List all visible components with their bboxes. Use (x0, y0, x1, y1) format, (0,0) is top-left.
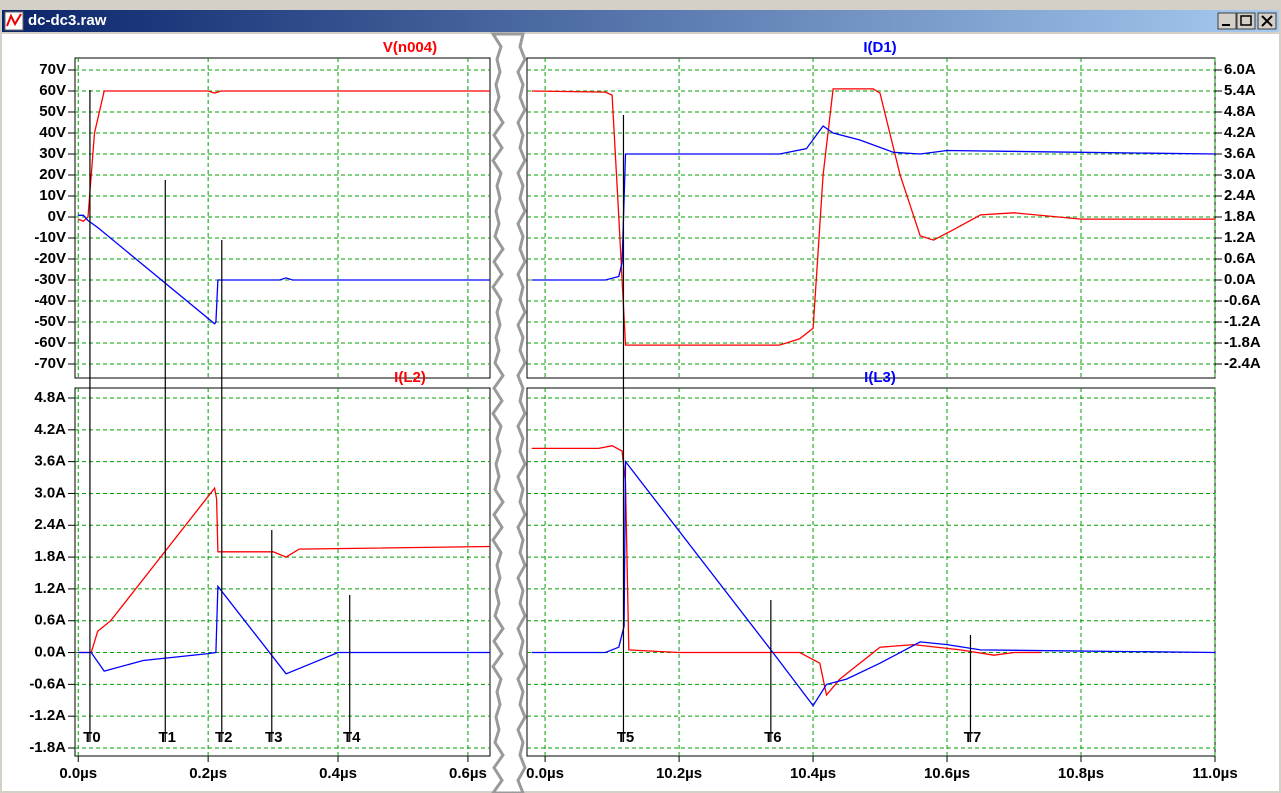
trace-name: I(D1) (863, 39, 896, 56)
plot-client-area (2, 34, 1279, 791)
y2-tick-label: 0.0A (1224, 271, 1256, 288)
pane-frame (74, 387, 491, 757)
cursor-label: T3 (265, 729, 283, 746)
y2-tick-label: 4.8A (1224, 103, 1256, 120)
cursor-label: T5 (617, 729, 635, 746)
x-tick-label: 0.0µs (526, 765, 564, 782)
cursor-label: T2 (215, 729, 233, 746)
trace-name: I(L3) (864, 369, 896, 386)
trace (78, 486, 490, 654)
cursor-label: T7 (964, 729, 982, 746)
close-glyph (1261, 15, 1273, 27)
trace (78, 584, 490, 675)
y2-tick-label: 1.8A (1224, 208, 1256, 225)
y-tick-label: 70V (39, 61, 66, 78)
trace (531, 88, 1215, 346)
y-tick-label: 1.8A (34, 548, 66, 565)
window-buttons[interactable] (1217, 12, 1277, 30)
labels: 70V 60V 50V 40V 30V 20V 10V 0V -10V -20V -30V -40V -… (29, 39, 1261, 782)
x-tick-label: 11.0µs (1192, 765, 1237, 782)
maximize-glyph (1240, 15, 1252, 26)
x-tick-label: 10.6µs (924, 765, 970, 782)
y2-tick-label: 5.4A (1224, 82, 1256, 99)
y-tick-label: 4.8A (34, 389, 66, 406)
cursor-label: T1 (159, 729, 177, 746)
y-tick-label: 1.2A (34, 580, 66, 597)
trace-name: I(L2) (394, 369, 426, 386)
trace (77, 90, 490, 222)
x-tick-label: 10.4µs (790, 765, 836, 782)
y-tick-label: 0.6A (34, 612, 66, 629)
cursor-label: T6 (764, 729, 782, 746)
y-tick-label: -40V (34, 292, 66, 309)
y-tick-label: -1.2A (29, 707, 66, 724)
y-tick-label: 10V (39, 187, 66, 204)
trace (78, 214, 490, 325)
y2-tick-label: 1.2A (1224, 229, 1256, 246)
trace (531, 459, 1215, 707)
y-tick-label: -50V (34, 313, 66, 330)
window-title: dc-dc3.raw (28, 12, 107, 29)
y-tick-label: 2.4A (34, 516, 66, 533)
pane-frame (526, 57, 1216, 379)
y-tick-label: -70V (34, 355, 66, 372)
title-bar (2, 10, 1279, 32)
x-tick-label: 0.2µs (189, 765, 227, 782)
y-tick-label: -1.8A (29, 739, 66, 756)
y2-tick-label: -1.2A (1224, 313, 1261, 330)
cursor-label: T4 (343, 729, 361, 746)
y2-tick-label: 0.6A (1224, 250, 1256, 267)
y2-tick-label: -1.8A (1224, 334, 1261, 351)
minimize-button[interactable] (1217, 12, 1237, 30)
y-tick-label: 60V (39, 82, 66, 99)
window-icon (4, 11, 24, 31)
pane-frame (74, 57, 491, 379)
y-tick-label: -30V (34, 271, 66, 288)
y-tick-label: -60V (34, 334, 66, 351)
y-tick-label: 40V (39, 124, 66, 141)
y-tick-label: -0.6A (29, 675, 66, 692)
y2-tick-label: 2.4A (1224, 187, 1256, 204)
y-tick-label: 50V (39, 103, 66, 120)
x-tick-label: 0.4µs (319, 765, 357, 782)
x-tick-label: 10.8µs (1058, 765, 1104, 782)
trace (531, 445, 1041, 697)
y2-tick-label: 3.0A (1224, 166, 1256, 183)
y-tick-label: 20V (39, 166, 66, 183)
plots (68, 57, 1222, 762)
x-tick-label: 0.0µs (59, 765, 97, 782)
y2-tick-label: -0.6A (1224, 292, 1261, 309)
y-tick-label: -10V (34, 229, 66, 246)
trace-name: V(n004) (383, 39, 437, 56)
y-tick-label: 3.0A (34, 484, 66, 501)
y2-tick-label: -2.4A (1224, 355, 1261, 372)
y-tick-label: 0.0A (34, 644, 66, 661)
axis-break (490, 32, 527, 793)
y2-tick-label: 3.6A (1224, 145, 1256, 162)
x-tick-label: 0.6µs (449, 765, 487, 782)
y-tick-label: 3.6A (34, 453, 66, 470)
y2-tick-label: 6.0A (1224, 61, 1256, 78)
y2-tick-label: 4.2A (1224, 124, 1256, 141)
trace (531, 125, 1215, 281)
cursor-label: T0 (83, 729, 101, 746)
x-tick-label: 10.2µs (656, 765, 702, 782)
y-tick-label: 0V (48, 208, 66, 225)
y-tick-label: 30V (39, 145, 66, 162)
y-tick-label: -20V (34, 250, 66, 267)
y-tick-label: 4.2A (34, 421, 66, 438)
